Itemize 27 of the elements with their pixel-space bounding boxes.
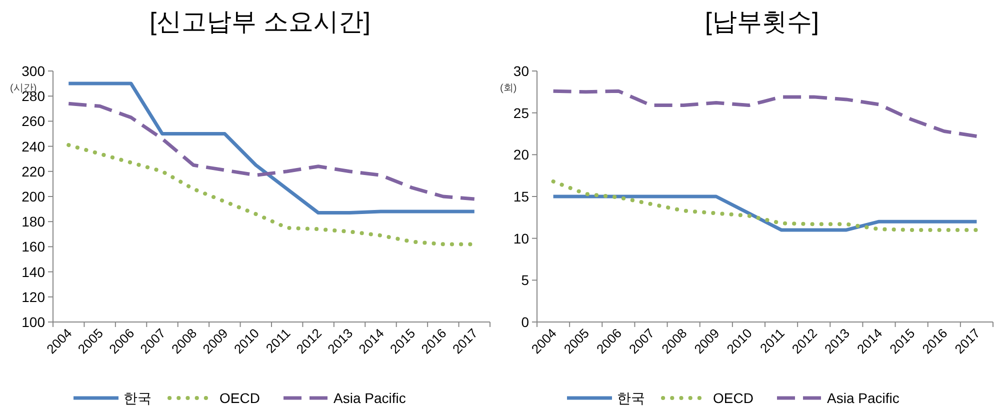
chart-title: [납부횟수] [705,8,819,36]
y-tick-label: 15 [513,188,530,204]
y-tick-label: 25 [513,104,530,121]
y-tick-label: 140 [22,264,46,280]
y-tick-label: 5 [521,272,530,288]
y-tick-label: 200 [22,188,46,204]
legend-label: Asia Pacific [334,390,406,406]
legend-label: Asia Pacific [827,390,900,406]
text: (회) [500,83,517,94]
y-tick-label: 100 [22,314,46,330]
y-tick-label: 120 [22,288,46,305]
y-tick-label: 20 [513,146,530,163]
legend-label: OECD [713,390,754,406]
y-tick-label: 180 [22,214,46,230]
y-tick-label: 240 [22,138,46,154]
chart-title: [신고납부 소요시간] [150,8,370,36]
y-tick-label: 220 [22,163,46,180]
legend-label: OECD [220,390,260,406]
legend-label: 한국 [124,390,152,406]
y-tick-label: 0 [521,314,530,330]
y-tick-label: 300 [22,63,46,79]
y-tick-label: 30 [513,63,530,79]
y-tick-label: 160 [22,238,46,255]
y-tick-label: 10 [513,230,530,246]
text: (시간) [10,83,37,94]
legend-label: 한국 [617,390,645,406]
y-tick-label: 260 [22,113,46,130]
